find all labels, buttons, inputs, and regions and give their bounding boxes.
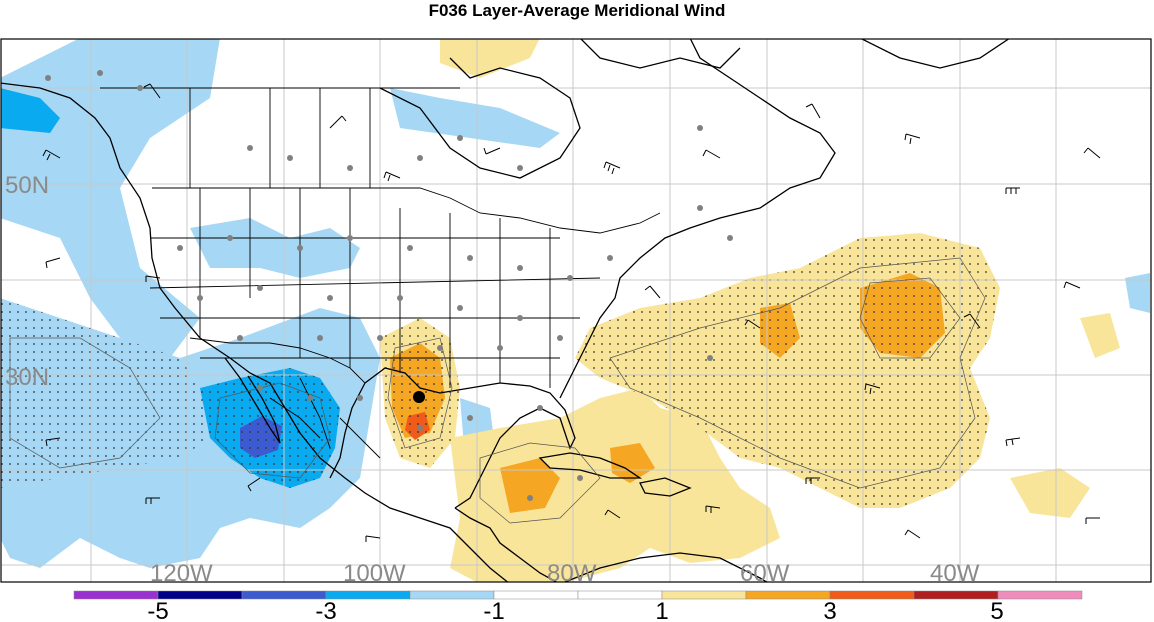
shade-neg-light-atlantic [1125, 273, 1150, 313]
colorbar-swatch [829, 590, 915, 600]
coast-east [559, 39, 836, 399]
colorbar-label-neg3: -3 [315, 598, 336, 622]
coast-cuba [538, 452, 643, 479]
station-dots [45, 70, 733, 501]
coast-gulf [329, 367, 576, 509]
shade-pos-light-bermuda [1080, 313, 1120, 358]
lon-label-40w: 40W [930, 560, 980, 584]
coast-sa [563, 552, 768, 582]
colorbar-swatch [745, 590, 831, 600]
colorbar-label-1: 1 [655, 598, 668, 622]
shade-pos-mid-carib [500, 458, 560, 513]
lon-label-80w: 80W [547, 560, 597, 584]
colorbar-label-neg1: -1 [483, 598, 504, 622]
shade-pos-light-caribbean [450, 388, 780, 582]
lon-label-120w: 120W [150, 560, 213, 584]
shade-pos-mid-carib2 [610, 443, 655, 483]
colorbar-label-5: 5 [990, 598, 1003, 622]
us-states [149, 188, 601, 388]
colorbar-label-neg5: -5 [147, 598, 168, 622]
colorbar-swatch [997, 590, 1083, 600]
colorbar-label-3: 3 [823, 598, 836, 622]
canada-provinces [100, 87, 460, 188]
contours [9, 257, 986, 524]
mexico-states [269, 377, 381, 459]
colorbar-swatch [157, 590, 243, 600]
shade-pos-light-east [1010, 468, 1090, 518]
colorbar-swatch [241, 590, 327, 600]
coast-hispaniola [639, 477, 692, 497]
shade-neg-light-canada [390, 88, 560, 148]
colorbar-swatch [325, 590, 411, 600]
lon-label-100w: 100W [343, 560, 406, 584]
colorbar: -5 -3 -1 1 3 5 [73, 590, 1083, 622]
colorbar-swatch [73, 590, 159, 600]
lat-label-30n: 30N [5, 364, 49, 391]
coastlines [1, 39, 1010, 582]
shade-neg-mid-bc [1, 88, 60, 133]
map-title: F036 Layer-Average Meridional Wind [428, 1, 726, 20]
wind-barbs [42, 83, 1101, 542]
coast-central-am [454, 507, 558, 582]
lon-label-60w: 60W [740, 560, 790, 584]
shade-neg-light-plains [190, 218, 360, 278]
colorbar-swatch [493, 590, 579, 600]
colorbar-swatch [661, 590, 747, 600]
coast-arctic [580, 39, 1010, 69]
map-panel: 50N 30N 120W 100W 80W 60W 40W [0, 38, 1152, 584]
shade-pos-light-north [440, 39, 540, 78]
border-us-canada [152, 187, 661, 234]
lat-label-50n: 50N [5, 172, 49, 199]
political-borders [100, 87, 661, 459]
coast-baja [224, 357, 281, 444]
coast-hudson [379, 57, 581, 179]
map-frame [0, 38, 1152, 583]
colorbar-swatches [73, 590, 1083, 600]
colorbar-swatch [409, 590, 495, 600]
storm-center-marker [413, 391, 425, 403]
colorbar-swatch [577, 590, 663, 600]
coast-west [1, 82, 509, 582]
colorbar-swatch [913, 590, 999, 600]
